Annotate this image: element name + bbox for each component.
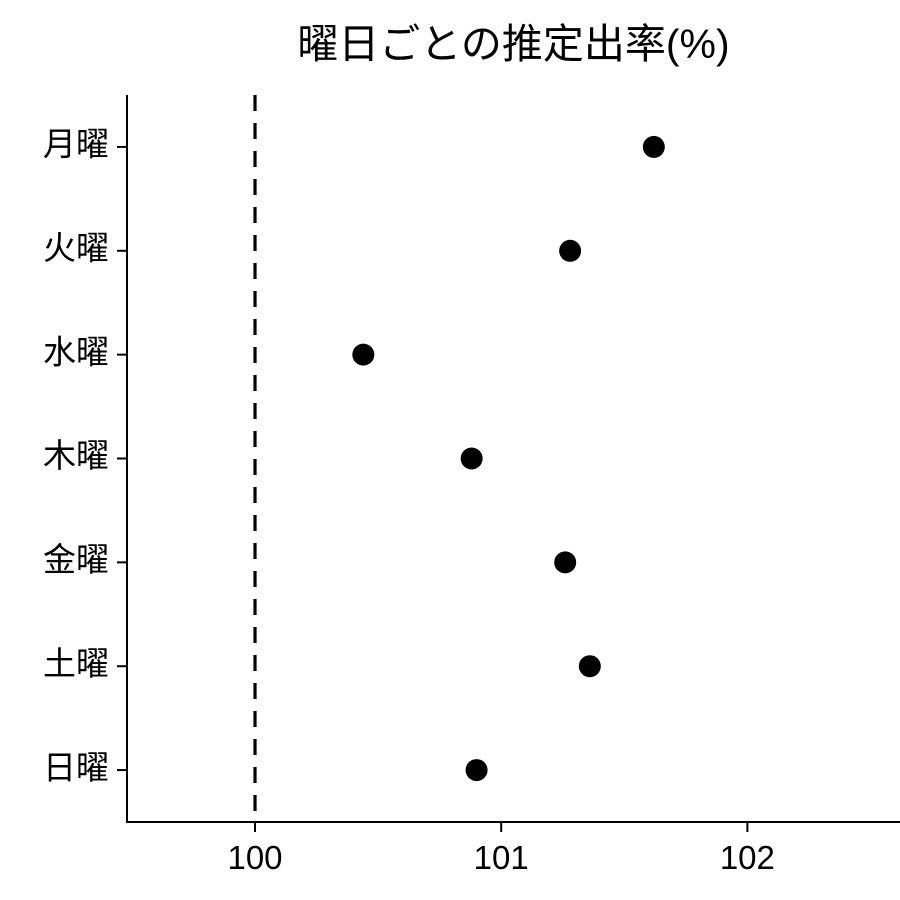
- chart-container: 曜日ごとの推定出率(%) 100 101 102 月曜火曜水曜木曜金曜土曜日曜: [0, 0, 900, 900]
- y-tick-label: 金曜: [43, 541, 109, 578]
- data-point: [466, 759, 488, 781]
- y-tick-label: 火曜: [43, 230, 109, 267]
- data-point: [461, 448, 483, 470]
- x-tick-label: 101: [474, 839, 529, 876]
- data-point: [554, 551, 576, 573]
- data-point: [559, 240, 581, 262]
- y-tick-label: 水曜: [43, 333, 109, 370]
- data-point: [352, 344, 374, 366]
- y-tick-label: 日曜: [43, 749, 109, 786]
- data-point: [579, 655, 601, 677]
- data-point: [643, 136, 665, 158]
- x-tick-label: 102: [720, 839, 775, 876]
- x-tick-label: 100: [227, 839, 282, 876]
- chart-title: 曜日ごとの推定出率(%): [297, 21, 729, 67]
- y-tick-label: 木曜: [43, 437, 109, 474]
- y-tick-label: 月曜: [43, 126, 109, 163]
- chart-svg: 曜日ごとの推定出率(%) 100 101 102 月曜火曜水曜木曜金曜土曜日曜: [0, 0, 900, 900]
- y-tick-label: 土曜: [43, 645, 109, 682]
- axis-lines: [127, 95, 900, 822]
